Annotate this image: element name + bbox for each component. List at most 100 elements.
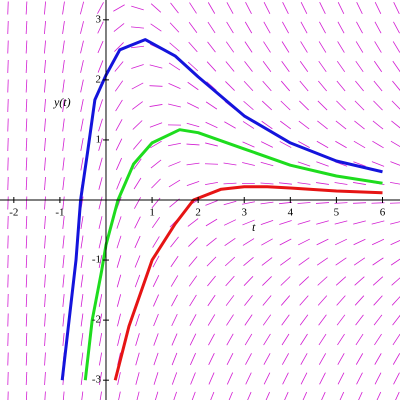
field-segment xyxy=(98,235,103,249)
field-segment xyxy=(80,255,84,268)
field-segment xyxy=(300,41,308,53)
field-segment xyxy=(26,391,28,400)
field-segment xyxy=(247,391,252,400)
field-segment xyxy=(44,371,46,386)
field-segment xyxy=(205,142,218,147)
field-segment xyxy=(130,45,145,49)
field-segment xyxy=(152,255,160,268)
field-segment xyxy=(226,21,234,34)
field-segment xyxy=(245,2,252,14)
field-segment xyxy=(131,64,144,69)
field-segment xyxy=(149,85,163,87)
field-segment xyxy=(62,293,65,308)
field-segment xyxy=(44,176,46,191)
field-segment xyxy=(242,238,255,246)
field-segment xyxy=(62,196,65,210)
field-segment xyxy=(226,372,234,385)
field-segment xyxy=(135,313,140,327)
field-segment xyxy=(62,60,65,73)
field-segment xyxy=(186,143,200,146)
field-segment xyxy=(187,81,199,91)
field-segment xyxy=(352,202,367,204)
field-segment xyxy=(358,391,363,400)
field-segment xyxy=(25,371,28,386)
x-tick-label: 1 xyxy=(149,207,155,219)
field-segment xyxy=(80,118,84,132)
field-segment xyxy=(242,201,255,205)
x-tick-label: 2 xyxy=(195,207,201,219)
field-segment xyxy=(44,293,46,308)
field-segment xyxy=(205,121,218,129)
field-segment xyxy=(62,332,65,347)
field-segment xyxy=(62,40,65,54)
field-segment xyxy=(80,216,84,229)
field-segment xyxy=(168,83,181,89)
field-segment xyxy=(318,314,327,326)
field-segment xyxy=(207,294,216,307)
field-segment xyxy=(243,100,254,111)
field-segment xyxy=(354,276,365,286)
field-segment xyxy=(80,79,84,93)
field-segment xyxy=(44,332,46,347)
field-segment xyxy=(44,157,46,171)
field-segment xyxy=(336,100,346,111)
field-segment xyxy=(62,99,65,112)
field-segment xyxy=(97,60,104,73)
field-segment xyxy=(318,80,327,92)
field-segment xyxy=(153,352,159,366)
field-segment xyxy=(186,122,200,128)
field-segment xyxy=(355,60,364,73)
field-segment xyxy=(98,333,103,346)
field-segment xyxy=(262,276,272,286)
field-segment xyxy=(98,294,103,307)
field-segment xyxy=(62,391,65,400)
field-segment xyxy=(168,142,181,147)
field-segment xyxy=(282,372,289,385)
field-segment xyxy=(280,295,291,306)
field-segment xyxy=(170,2,179,14)
x-tick-label: 6 xyxy=(380,207,386,219)
field-segment xyxy=(114,42,124,52)
field-segment xyxy=(299,80,309,92)
field-segment xyxy=(135,333,140,346)
field-segment xyxy=(242,219,255,226)
x-tick-label: 4 xyxy=(288,207,294,219)
field-segment xyxy=(390,239,400,246)
field-segment xyxy=(337,353,345,365)
field-segment xyxy=(261,100,273,111)
field-segment xyxy=(98,177,103,190)
field-segment xyxy=(316,140,329,149)
field-segment xyxy=(284,391,289,400)
field-segment xyxy=(168,62,181,71)
field-segment xyxy=(225,81,235,91)
field-segment xyxy=(150,3,162,13)
field-segment xyxy=(391,277,400,286)
field-segment xyxy=(134,235,141,249)
field-segment xyxy=(171,294,178,307)
field-segment xyxy=(225,41,235,53)
field-segment xyxy=(98,118,103,132)
field-segment xyxy=(136,391,140,400)
field-segment xyxy=(263,21,271,34)
y-axis-label: y(t) xyxy=(53,95,71,109)
field-segment xyxy=(298,140,310,149)
solution-curve xyxy=(83,128,383,381)
field-segment xyxy=(25,293,28,308)
field-segment xyxy=(152,274,160,288)
field-segment xyxy=(113,23,125,32)
field-segment xyxy=(62,1,65,15)
field-segment xyxy=(25,235,28,249)
field-segment xyxy=(279,238,292,246)
field-segment xyxy=(392,41,400,53)
field-segment xyxy=(25,254,28,269)
field-segment xyxy=(261,238,273,246)
field-segment xyxy=(260,141,274,148)
field-segment xyxy=(243,80,254,92)
field-segment xyxy=(207,2,216,14)
field-segment xyxy=(44,274,46,288)
field-segment xyxy=(25,196,28,210)
field-segment xyxy=(336,314,346,326)
field-segment xyxy=(190,372,196,385)
field-segment xyxy=(374,41,382,53)
